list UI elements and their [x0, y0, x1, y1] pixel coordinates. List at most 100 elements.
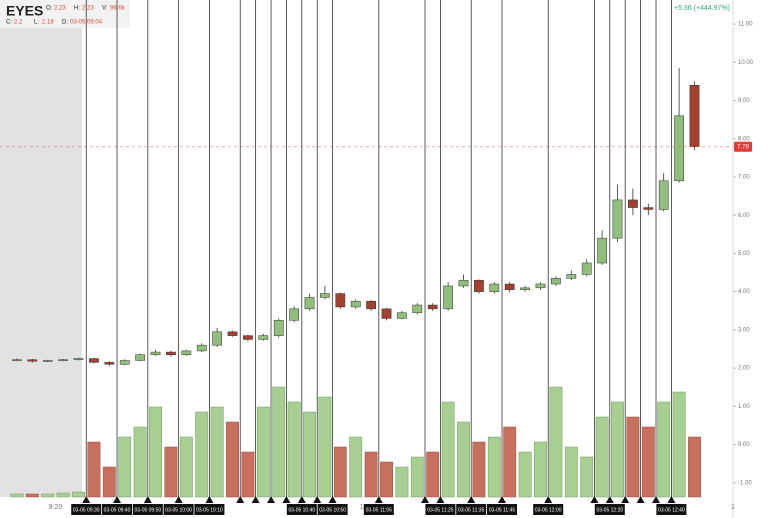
y-tick-label: 0.00 [738, 442, 750, 448]
y-tick-label: -1.00 [738, 480, 752, 486]
candle-body [489, 283, 500, 292]
event-label: 03-05 11:05 [366, 507, 393, 513]
candle-body [166, 351, 176, 355]
candle-body [674, 115, 684, 182]
candle-body [58, 359, 69, 361]
candle-body [350, 300, 361, 308]
event-label-box [102, 504, 133, 515]
volume-bar [688, 436, 701, 498]
candle-body [427, 304, 438, 310]
y-tick-label: 7.00 [738, 175, 750, 181]
candle-body [643, 207, 654, 210]
stat-label: C: [6, 20, 12, 26]
y-tick-label: 3.00 [738, 327, 750, 333]
event-label-box [594, 504, 625, 515]
event-marker [236, 496, 245, 503]
stat-label: O: [46, 6, 53, 12]
y-tick-label: 4.00 [738, 289, 750, 295]
candle-body [689, 84, 700, 148]
volume-bar [72, 491, 85, 498]
volume-bar [534, 441, 547, 498]
event-label: 03-05 10:00 [165, 507, 192, 513]
event-label: 03-05 12:00 [535, 507, 562, 513]
volume-bar [287, 401, 301, 498]
volume-bar [349, 436, 363, 498]
event-label-box [194, 504, 225, 515]
candle-body [304, 297, 315, 310]
candle-body [320, 293, 330, 298]
candle-body [581, 262, 592, 275]
symbol: EYES [6, 3, 43, 19]
event-marker [421, 496, 430, 503]
event-label: 03-05 10:50 [319, 507, 346, 513]
candle-body [551, 278, 561, 285]
volume-bar [25, 493, 39, 498]
candle-body [381, 308, 392, 319]
y-tick-label: 6.00 [738, 213, 750, 219]
y-tick-label: 1.00 [738, 404, 750, 410]
event-marker [374, 496, 383, 503]
event-marker [636, 496, 645, 503]
volume-bar [133, 426, 147, 498]
event-marker [174, 496, 183, 503]
stat-value: 2.18 [42, 20, 54, 26]
last-price-tag [734, 141, 752, 152]
stat-value: 2.23 [82, 6, 94, 12]
volume-bar [272, 386, 286, 498]
candle-body [104, 362, 115, 365]
event-label-box [487, 504, 518, 515]
y-tick-label: 5.00 [738, 251, 750, 257]
event-marker [621, 496, 630, 503]
event-marker [297, 496, 306, 503]
stat-value: 98.6k [110, 6, 126, 12]
volume-bar [333, 446, 347, 498]
volume-bar [41, 493, 55, 498]
event-label: 03-05 11:25 [427, 507, 454, 513]
volume-bar [149, 406, 162, 498]
event-label: 03-05 11:35 [458, 507, 485, 513]
event-label-box [363, 504, 394, 515]
candle-body [273, 320, 284, 336]
volume-bar [626, 416, 640, 498]
event-marker [313, 496, 322, 503]
event-label: 03-05 09:50 [134, 507, 161, 513]
candle-body [397, 312, 407, 319]
event-marker [205, 496, 214, 503]
volume-bar [472, 441, 486, 498]
y-tick-label: 8.00 [738, 136, 750, 142]
volume-bar [595, 416, 609, 498]
candle-body [520, 287, 530, 291]
candle-body [535, 283, 546, 289]
event-marker [652, 496, 661, 503]
event-label-box [163, 504, 194, 515]
candle-body [42, 360, 53, 362]
event-marker [498, 496, 507, 503]
volume-bar [179, 436, 193, 498]
event-label-box [71, 504, 102, 515]
volume-bar [195, 411, 209, 498]
volume-bar [303, 411, 316, 498]
candle-body [119, 360, 130, 365]
volume-bar [580, 456, 594, 498]
candle-body [504, 283, 515, 291]
header-box [0, 0, 130, 28]
volume-bar [256, 406, 270, 498]
candle-body [212, 331, 222, 346]
volume-bar [564, 446, 578, 498]
event-label-box [533, 504, 564, 515]
candle-body [458, 279, 469, 287]
premarket-shade [0, 0, 82, 497]
event-marker [436, 496, 445, 503]
candle-body [12, 359, 22, 361]
volume-bar [395, 466, 409, 498]
event-marker [143, 496, 152, 503]
volume-bar [410, 456, 424, 498]
stat-label: L: [34, 20, 39, 26]
volume-bar [518, 451, 532, 498]
event-marker [251, 496, 260, 503]
candle-body [27, 359, 38, 362]
event-marker [328, 496, 337, 503]
candle-body [628, 199, 638, 208]
y-tick-label: 10.00 [738, 60, 754, 66]
